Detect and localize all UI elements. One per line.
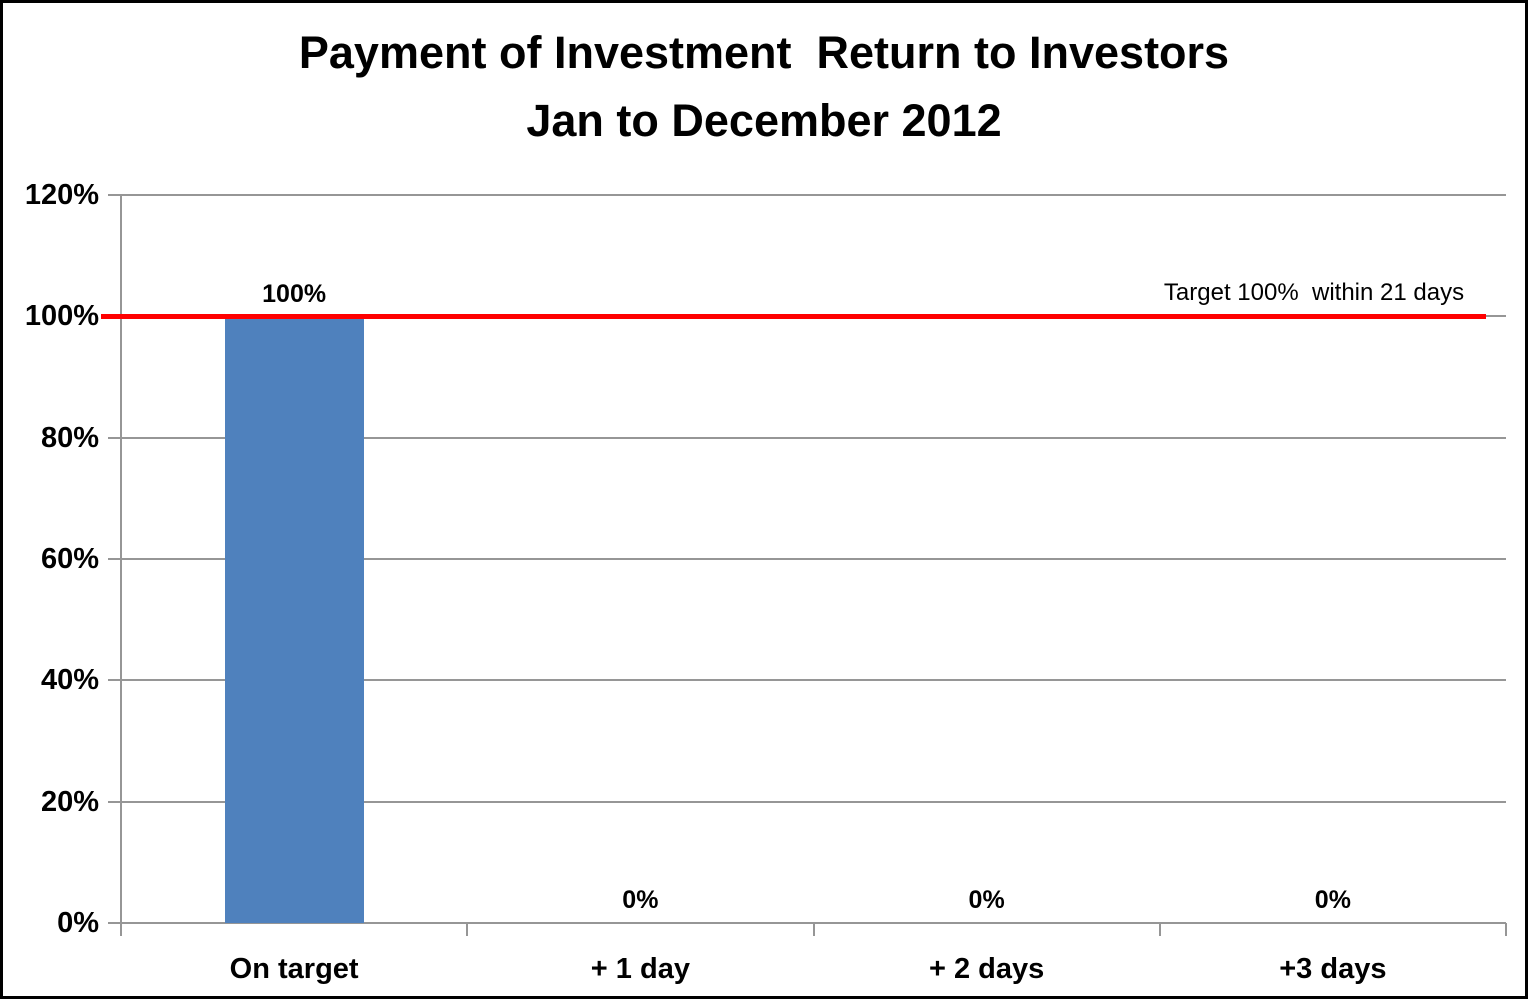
y-axis-label: 120% bbox=[24, 179, 99, 211]
x-axis-label: +3 days bbox=[1279, 953, 1387, 985]
bar bbox=[224, 316, 364, 923]
gridline bbox=[121, 800, 1506, 803]
y-axis-tick bbox=[108, 800, 121, 803]
y-axis-tick bbox=[108, 922, 121, 924]
chart-title: Payment of Investment Return to Investor… bbox=[298, 27, 1230, 78]
gridline bbox=[121, 679, 1506, 682]
data-label: 0% bbox=[1314, 886, 1351, 914]
gridline bbox=[121, 436, 1506, 439]
x-axis-tick bbox=[812, 923, 815, 936]
y-axis-tick bbox=[108, 194, 121, 196]
target-annotation: Target 100% within 21 days bbox=[1163, 279, 1465, 306]
x-axis-label: + 1 day bbox=[590, 953, 690, 985]
data-label: 100% bbox=[262, 280, 327, 309]
x-axis-tick bbox=[1505, 923, 1507, 936]
y-axis-label: 80% bbox=[40, 421, 99, 454]
y-axis-tick bbox=[108, 558, 121, 560]
y-axis-tick bbox=[108, 679, 121, 682]
y-axis-label: 0% bbox=[57, 907, 99, 939]
y-axis-label: 40% bbox=[40, 664, 99, 697]
chart-subtitle: Jan to December 2012 bbox=[526, 95, 1002, 146]
gridline bbox=[121, 558, 1506, 560]
x-axis-label: On target bbox=[229, 953, 359, 985]
x-axis-tick bbox=[466, 923, 469, 936]
x-axis-tick bbox=[120, 923, 122, 936]
y-axis-tick bbox=[108, 436, 121, 439]
data-label: 0% bbox=[622, 886, 659, 914]
y-axis-label: 100% bbox=[24, 300, 99, 333]
y-axis-label: 60% bbox=[40, 543, 99, 575]
y-axis-label: 20% bbox=[40, 785, 99, 818]
y-axis-line bbox=[120, 195, 122, 923]
x-axis-tick bbox=[1158, 923, 1161, 936]
target-line bbox=[101, 314, 1486, 320]
gridline bbox=[121, 194, 1506, 196]
x-axis-label: + 2 days bbox=[928, 953, 1045, 985]
data-label: 0% bbox=[968, 886, 1005, 914]
